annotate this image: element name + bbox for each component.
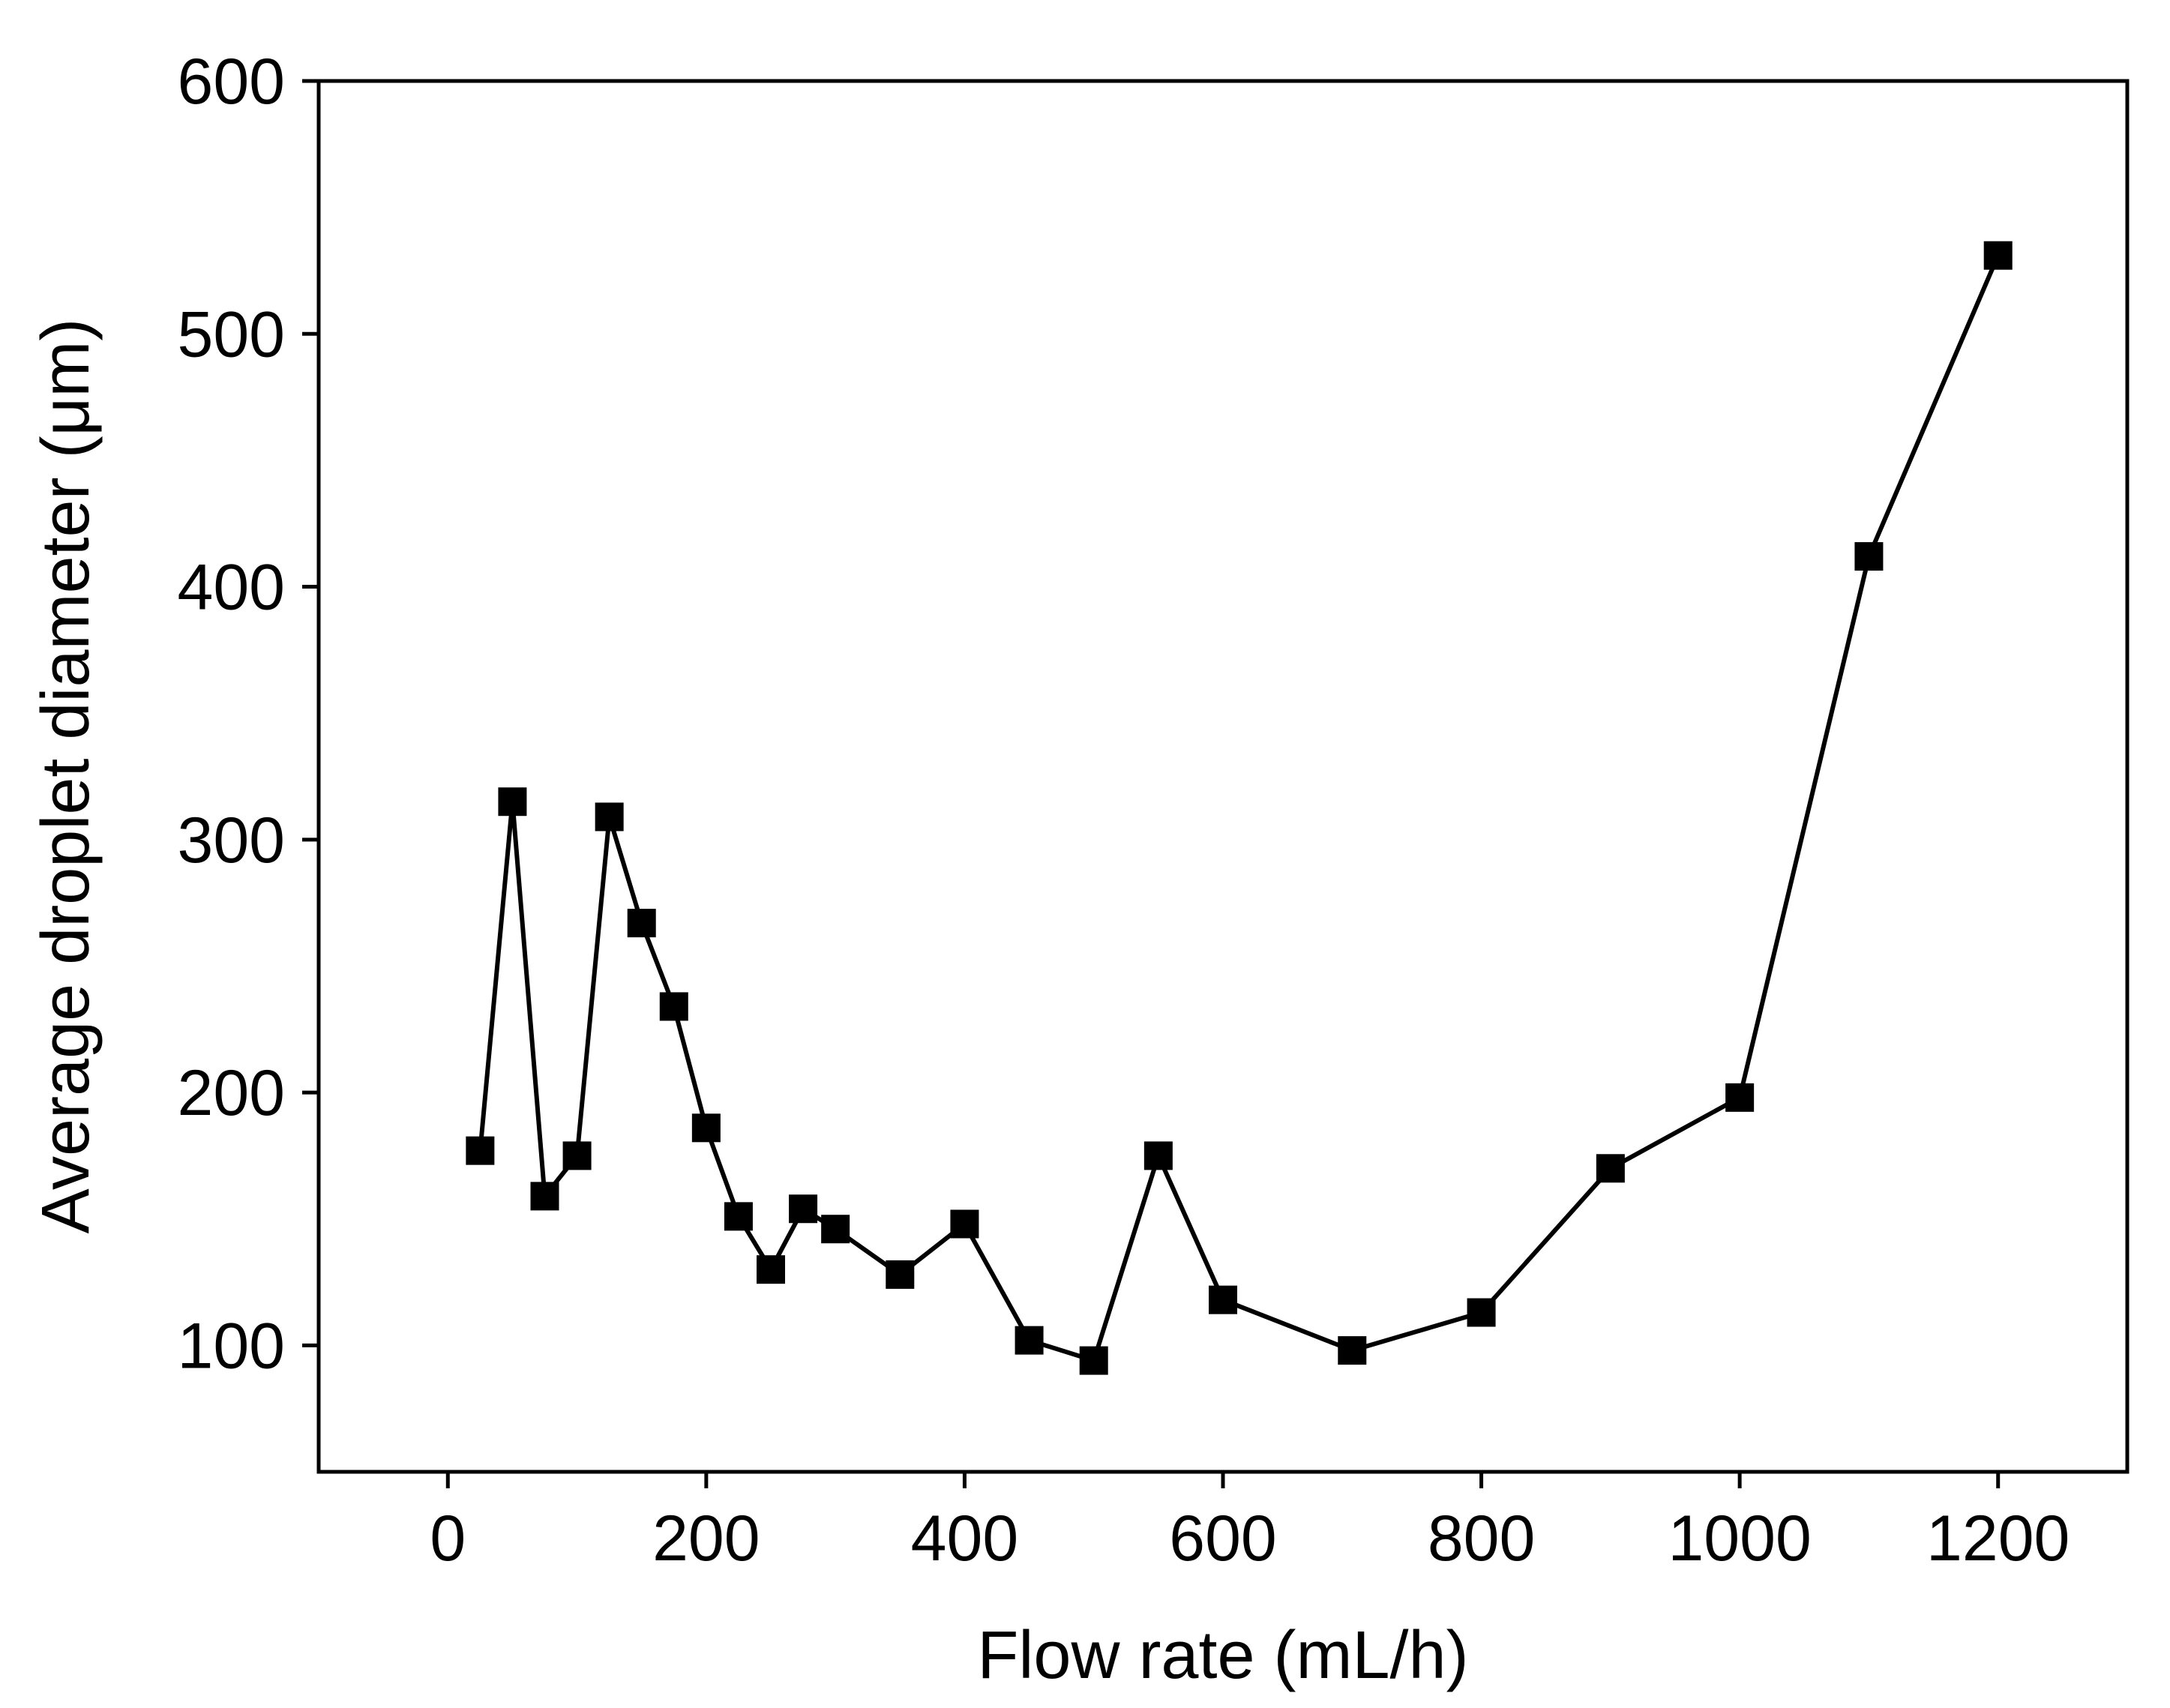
x-tick-label: 0 <box>430 1503 466 1575</box>
data-point <box>530 1182 559 1211</box>
y-tick-label: 400 <box>178 552 286 624</box>
x-tick-label: 400 <box>911 1503 1019 1575</box>
x-tick-label: 600 <box>1169 1503 1277 1575</box>
data-point <box>950 1209 979 1239</box>
data-point <box>595 802 624 832</box>
data-point <box>659 992 688 1021</box>
data-point <box>627 909 656 938</box>
y-axis-ticks: 100 200 300 400 500 600 <box>178 46 319 1382</box>
data-point <box>789 1194 818 1224</box>
data-point <box>1854 542 1884 571</box>
plot-frame <box>316 79 2130 1474</box>
data-point <box>1015 1326 1044 1355</box>
data-point <box>724 1202 753 1231</box>
data-point <box>466 1136 495 1165</box>
data-point <box>1209 1285 1237 1314</box>
data-point <box>1983 241 2013 270</box>
y-tick-label: 100 <box>178 1310 286 1382</box>
x-tick-label: 1200 <box>1926 1503 2070 1575</box>
data-point <box>1467 1298 1496 1327</box>
x-tick-label: 200 <box>652 1503 760 1575</box>
x-tick-label: 1000 <box>1668 1503 1811 1575</box>
series-line <box>478 254 2001 1363</box>
data-point <box>1725 1083 1755 1112</box>
data-point <box>691 1113 721 1143</box>
x-axis-ticks: 0 200 400 600 800 1000 1200 <box>430 1472 2070 1575</box>
y-axis-label: Average droplet diameter (μm) <box>28 319 103 1234</box>
data-point <box>821 1215 850 1244</box>
data-point <box>886 1260 915 1289</box>
data-point <box>757 1255 785 1284</box>
data-point <box>1596 1154 1625 1183</box>
data-point <box>562 1141 592 1170</box>
y-tick-label: 500 <box>178 298 286 370</box>
data-point <box>1143 1141 1173 1170</box>
data-point <box>1338 1336 1367 1365</box>
data-point <box>1079 1346 1108 1375</box>
data-point <box>498 787 527 817</box>
x-tick-label: 800 <box>1428 1503 1536 1575</box>
x-axis-label: Flow rate (mL/h) <box>977 1618 1468 1693</box>
data-series <box>466 241 2013 1375</box>
y-tick-label: 300 <box>178 805 286 876</box>
y-tick-label: 200 <box>178 1057 286 1129</box>
y-tick-label: 600 <box>178 46 286 118</box>
